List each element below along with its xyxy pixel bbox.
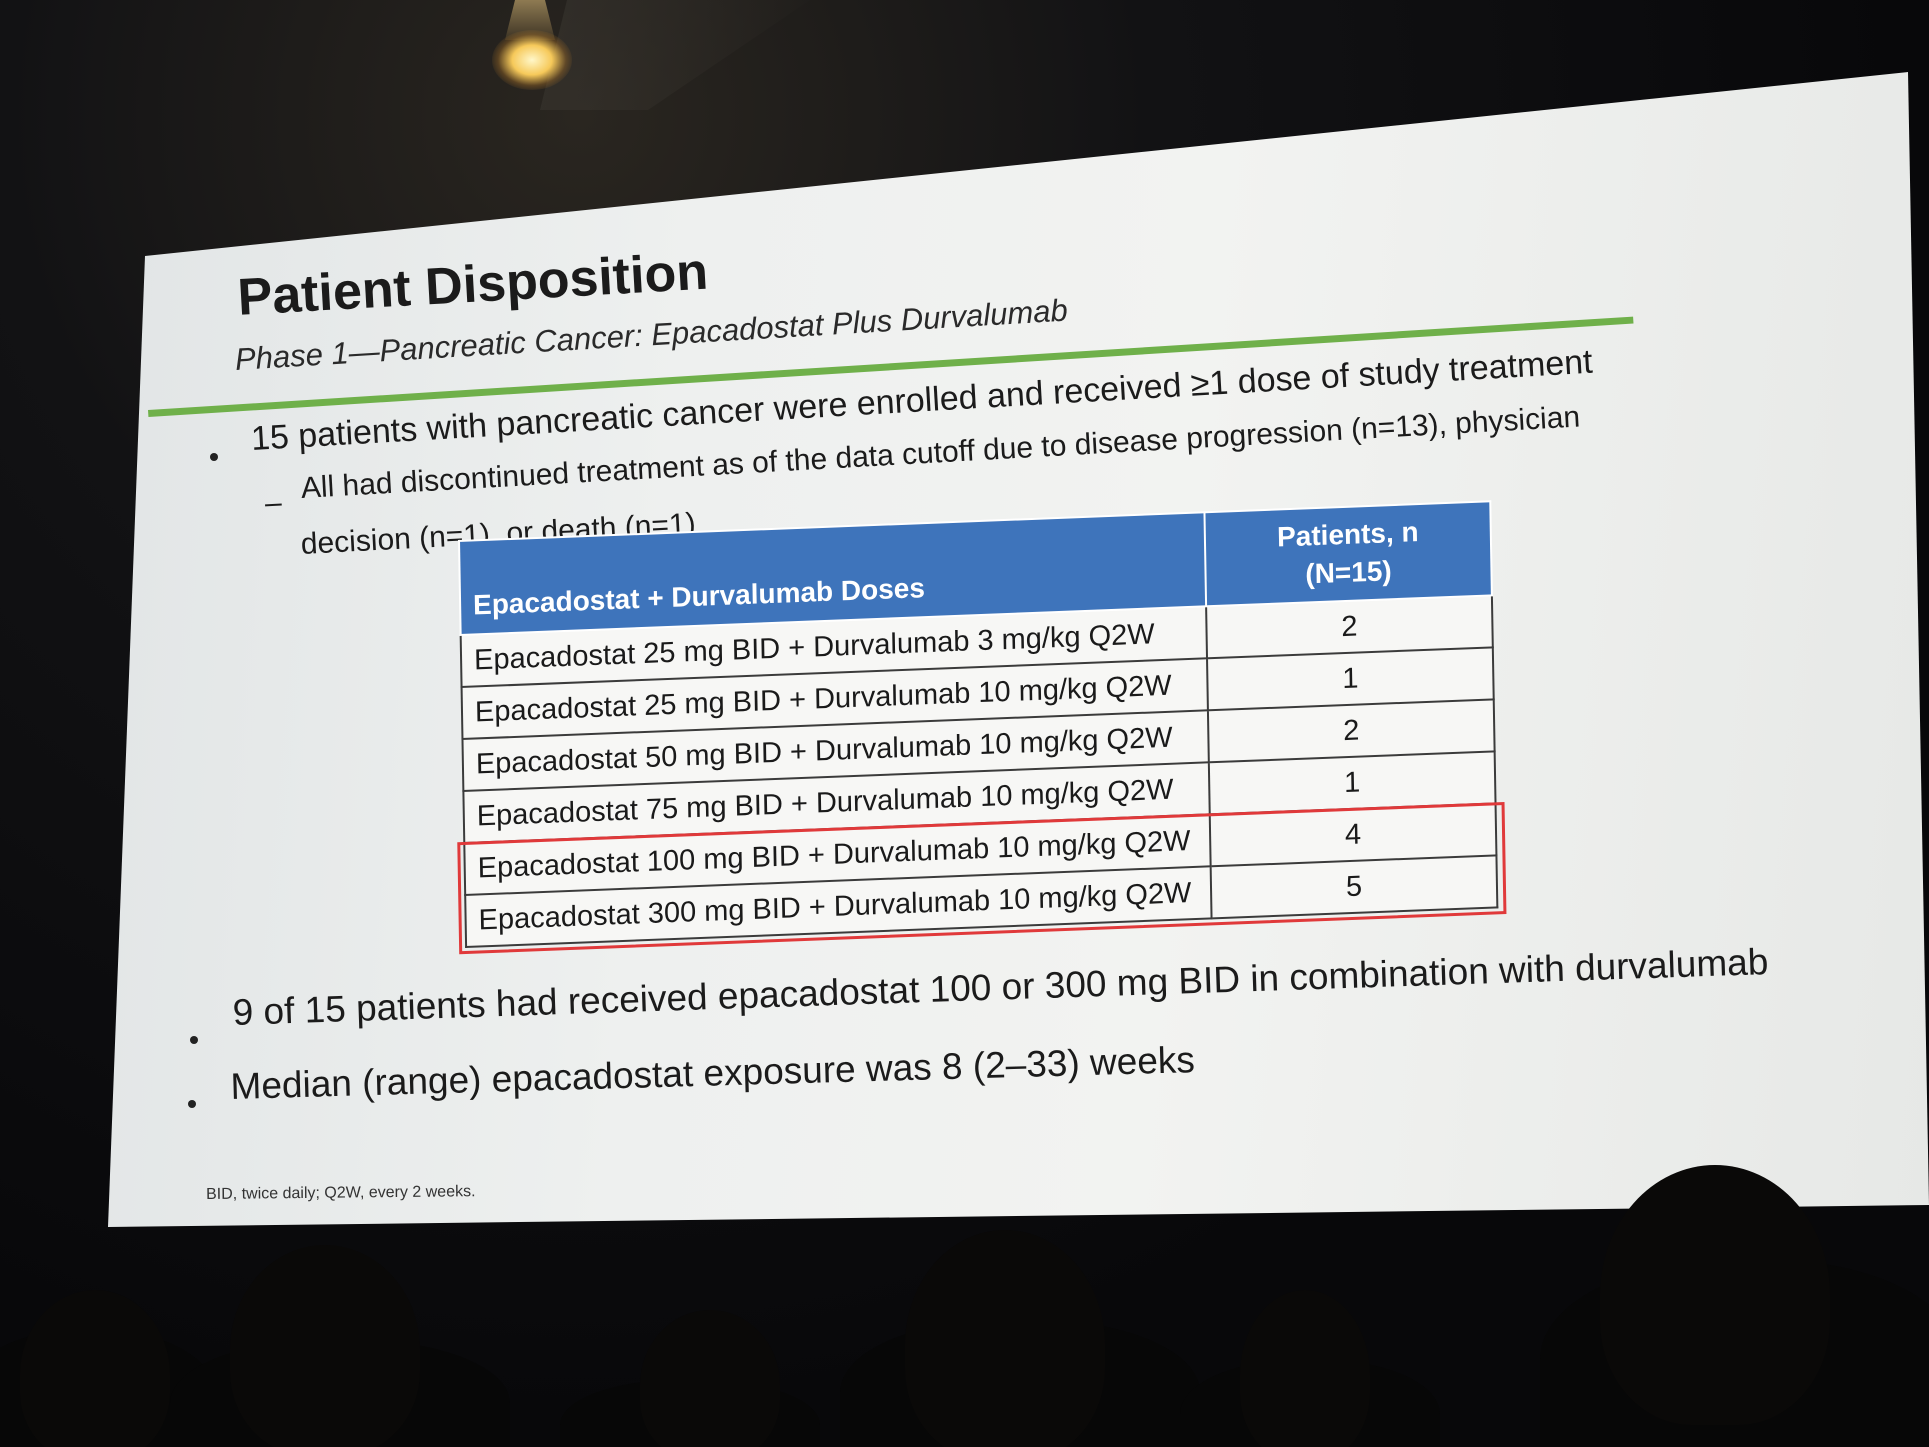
- audience-head: [640, 1310, 780, 1447]
- bullet-dot: [188, 1100, 196, 1108]
- header-patients-line1: Patients, n: [1276, 516, 1419, 553]
- audience-head: [20, 1290, 170, 1447]
- audience-head: [1600, 1165, 1830, 1425]
- bullet-dot: [210, 453, 218, 461]
- header-patients: Patients, n (N=15): [1204, 501, 1492, 607]
- sub-bullet-dash: –: [264, 486, 283, 520]
- audience-head: [230, 1245, 420, 1447]
- patients-cell: 5: [1210, 855, 1498, 919]
- audience-head: [905, 1230, 1105, 1447]
- slide-footnote: BID, twice daily; Q2W, every 2 weeks.: [206, 1183, 476, 1203]
- header-patients-line2: (N=15): [1305, 555, 1392, 590]
- dose-table-container: Epacadostat + Durvalumab Doses Patients,…: [457, 500, 1507, 955]
- dose-table: Epacadostat + Durvalumab Doses Patients,…: [458, 500, 1498, 948]
- bullet-dot: [190, 1036, 198, 1044]
- lamp-glow: [492, 30, 572, 90]
- audience-head: [1240, 1290, 1370, 1447]
